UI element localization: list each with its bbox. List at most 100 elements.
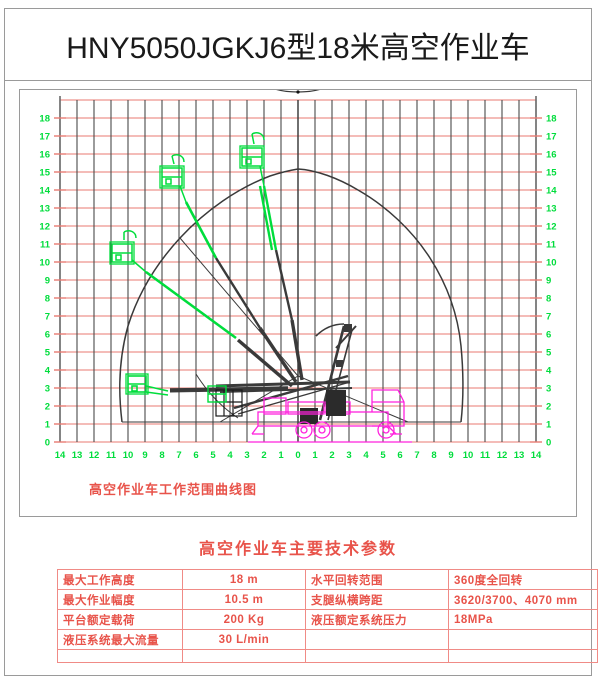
table-cell-label2 [305, 629, 449, 650]
table-cell-label2: 水平回转范围 [305, 569, 449, 590]
y-axis-tick-label: 12 [546, 222, 557, 233]
turret-block [326, 390, 346, 416]
y-axis-tick-label: 9 [45, 276, 50, 287]
table-cell-label2: 液压额定系统压力 [305, 609, 449, 630]
vehicle-outline [251, 389, 405, 439]
boom-position-3 [159, 154, 298, 383]
x-axis-tick-label: 10 [463, 450, 474, 461]
table-cell-label2: 支腿纵横跨距 [305, 589, 449, 610]
table-row [57, 649, 598, 663]
table-cell-value2 [448, 649, 598, 663]
y-axis-tick-label: 7 [45, 312, 50, 323]
y-axis-tick-label: 3 [546, 384, 551, 395]
title-band: HNY5050JGKJ6型18米高空作业车 [5, 9, 591, 81]
table-cell-label: 液压系统最大流量 [57, 629, 183, 650]
chart-caption: 高空作业车工作范围曲线图 [89, 482, 258, 497]
y-axis-tick-label: 8 [546, 294, 551, 305]
x-axis-tick-label: 8 [159, 450, 164, 461]
spec-table: 最大工作高度 18 m 水平回转范围 360度全回转 最大作业幅度 10.5 m 支腿纵横跨… [57, 569, 598, 663]
table-row: 液压系统最大流量 30 L/min [57, 629, 598, 650]
y-axis-tick-label: 0 [45, 438, 50, 449]
y-axis-tick-label: 15 [39, 168, 50, 179]
y-axis-tick-label: 4 [45, 366, 51, 377]
x-axis-tick-label: 13 [514, 450, 525, 461]
y-axis-tick-label: 5 [45, 348, 51, 359]
x-axis-tick-label: 5 [210, 450, 216, 461]
envelope-guide-lines [122, 237, 461, 423]
x-axis-tick-label: 10 [123, 450, 134, 461]
y-axis-tick-label: 4 [546, 366, 552, 377]
page-title: HNY5050JGKJ6型18米高空作业车 [66, 31, 530, 65]
x-axis-tick-label: 1 [312, 450, 318, 461]
x-axis-tick-label: 14 [531, 450, 542, 461]
ellipse-node-bottom [296, 90, 300, 94]
table-cell-value2 [448, 629, 598, 650]
x-axis-tick-label: 3 [346, 450, 351, 461]
y-axis-tick-label: 12 [39, 222, 50, 233]
x-axis-tick-label: 6 [193, 450, 198, 461]
table-cell-label: 最大工作高度 [57, 569, 183, 590]
y-axis-tick-label: 17 [39, 132, 50, 143]
table-cell-value: 30 L/min [182, 629, 306, 650]
document-sheet: HNY5050JGKJ6型18米高空作业车 [4, 8, 598, 676]
table-cell-value [182, 649, 306, 663]
x-axis-tick-label: 6 [397, 450, 402, 461]
y-axis-tick-label: 1 [546, 420, 552, 431]
table-cell-label [57, 649, 183, 663]
table-cell-value2: 360度全回转 [448, 569, 598, 590]
x-axis-tick-label: 12 [497, 450, 508, 461]
y-axis-tick-label: 14 [39, 186, 50, 197]
x-axis-tick-label: 7 [414, 450, 419, 461]
y-axis-tick-label: 16 [39, 150, 50, 161]
y-axis-tick-label: 13 [39, 204, 50, 215]
y-axis-tick-label: 10 [546, 258, 557, 269]
x-axis-tick-label: 9 [142, 450, 147, 461]
x-axis-tick-label: 4 [227, 450, 233, 461]
y-axis-tick-label: 16 [546, 150, 557, 161]
table-row: 最大工作高度 18 m 水平回转范围 360度全回转 [57, 569, 598, 590]
x-axis-tick-label: 8 [431, 450, 436, 461]
basket-2 [109, 241, 135, 265]
basket-4 [239, 145, 265, 169]
basket-1 [125, 373, 149, 395]
x-axis-tick-label: 11 [106, 450, 117, 461]
table-cell-value2: 18MPa [448, 609, 598, 630]
work-envelope-curve [119, 168, 464, 423]
x-axis-tick-label: 7 [176, 450, 181, 461]
table-cell-label2 [305, 649, 449, 663]
x-axis-tick-label: 4 [363, 450, 369, 461]
x-axis-tick-label: 9 [448, 450, 453, 461]
x-axis-tick-label: 5 [380, 450, 386, 461]
table-cell-value: 18 m [182, 569, 306, 590]
y-axis-tick-label: 2 [45, 402, 50, 413]
y-axis-tick-label: 17 [546, 132, 557, 143]
x-axis-tick-label: 11 [480, 450, 491, 461]
y-axis-tick-label: 8 [45, 294, 50, 305]
table-cell-value2: 3620/3700、4070 mm [448, 589, 598, 610]
y-axis-tick-label: 15 [546, 168, 557, 179]
y-axis-right-ticks [530, 117, 542, 443]
y-axis-tick-label: 10 [39, 258, 50, 269]
table-cell-value: 200 Kg [182, 609, 306, 630]
table-cell-value: 10.5 m [182, 589, 306, 610]
y-axis-tick-label: 11 [40, 240, 51, 251]
y-axis-tick-label: 11 [546, 240, 557, 251]
params-heading: 高空作业车主要技术参数 [198, 541, 397, 558]
y-axis-tick-label: 6 [546, 330, 551, 341]
x-axis-tick-label: 13 [72, 450, 83, 461]
table-row: 平台额定载荷 200 Kg 液压额定系统压力 18MPa [57, 609, 598, 630]
y-axis-tick-label: 0 [546, 438, 551, 449]
y-axis-tick-label: 14 [546, 186, 557, 197]
y-axis-tick-label: 18 [546, 114, 557, 125]
x-axis-tick-label: 14 [55, 450, 66, 461]
y-axis-tick-label: 13 [546, 204, 557, 215]
x-axis-tick-label: 3 [244, 450, 249, 461]
table-cell-label: 最大作业幅度 [57, 589, 183, 610]
y-axis-tick-label: 3 [45, 384, 50, 395]
y-axis-tick-label: 2 [546, 402, 551, 413]
basket-3 [159, 165, 185, 189]
